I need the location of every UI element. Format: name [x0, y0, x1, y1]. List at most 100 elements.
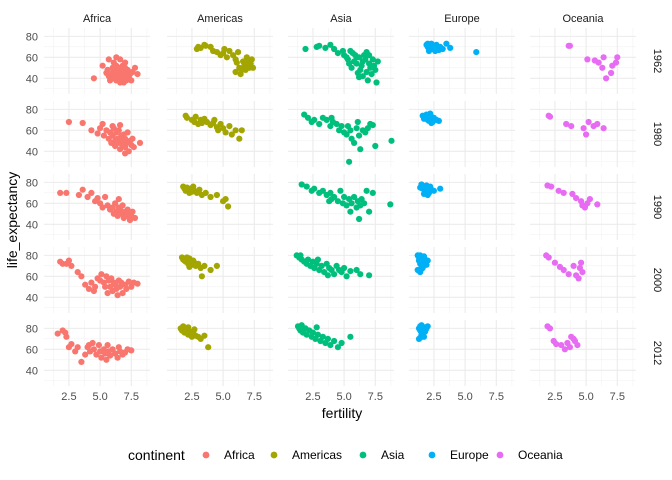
data-point	[304, 256, 312, 263]
data-point	[324, 272, 331, 279]
panel-grid	[44, 28, 636, 386]
data-point	[428, 40, 435, 47]
data-point	[420, 190, 428, 197]
data-point	[85, 285, 92, 292]
data-point	[586, 196, 594, 203]
legend-label: Americas	[292, 448, 342, 462]
column-strip-label: Americas	[197, 13, 243, 25]
x-tick-label: 5.0	[92, 391, 107, 403]
data-point	[568, 123, 575, 130]
panel-africa-1980	[44, 101, 150, 167]
data-point	[560, 189, 567, 196]
y-tick-label: 40	[26, 292, 38, 304]
data-point	[115, 196, 122, 203]
panel-europe-2000	[409, 247, 515, 313]
data-point	[57, 189, 64, 196]
row-strip-label: 1980	[651, 122, 663, 146]
data-point	[222, 196, 229, 203]
data-point	[129, 208, 136, 215]
legend-item-africa: Africa	[202, 448, 255, 462]
data-point	[128, 77, 135, 84]
legend-label: Oceania	[518, 448, 563, 462]
data-point	[351, 193, 358, 201]
data-point	[72, 348, 79, 355]
data-point	[327, 41, 334, 48]
data-point	[337, 187, 344, 194]
data-point	[346, 60, 353, 67]
data-point	[351, 139, 358, 146]
data-point	[548, 183, 555, 190]
data-point	[104, 342, 111, 349]
row-strip-label: 1990	[651, 195, 663, 219]
data-point	[425, 117, 433, 124]
data-point	[322, 44, 329, 52]
data-point	[298, 322, 305, 329]
data-point	[612, 59, 620, 66]
legend-key	[202, 451, 210, 459]
data-point	[123, 285, 130, 292]
data-point	[75, 191, 82, 199]
data-point	[366, 272, 373, 279]
data-point	[334, 50, 341, 57]
data-point	[347, 208, 354, 215]
data-point	[418, 265, 425, 273]
data-point	[211, 116, 218, 123]
data-point	[369, 56, 376, 63]
data-point	[119, 202, 126, 209]
data-point	[303, 183, 310, 190]
data-point	[357, 146, 364, 153]
data-point	[90, 75, 97, 82]
panel-americas-1980	[167, 101, 273, 167]
data-point	[243, 54, 250, 61]
data-point	[222, 129, 229, 136]
data-point	[94, 195, 101, 202]
data-point	[130, 144, 137, 151]
data-point	[63, 333, 70, 340]
y-tick-label: 40	[26, 219, 38, 231]
data-point	[387, 201, 394, 208]
data-point	[338, 123, 345, 130]
data-point	[338, 339, 345, 347]
panel-americas-2012	[167, 320, 273, 386]
y-tick-label: 60	[26, 125, 38, 137]
data-point	[578, 259, 585, 266]
legend-item-oceania: Oceania	[496, 448, 563, 462]
data-point	[122, 150, 129, 157]
data-point	[122, 59, 129, 66]
data-point	[313, 324, 320, 331]
data-point	[196, 186, 203, 193]
data-point	[353, 125, 360, 132]
data-point	[553, 341, 560, 348]
data-point	[102, 193, 109, 201]
data-point	[134, 71, 141, 78]
data-point	[417, 334, 424, 341]
data-point	[369, 189, 376, 196]
y-tick-label: 60	[26, 198, 38, 210]
data-point	[420, 115, 428, 122]
data-point	[90, 346, 97, 353]
data-point	[328, 114, 335, 121]
data-point	[225, 203, 232, 210]
panel-americas-2000	[167, 247, 273, 313]
legend-item-europe: Europe	[428, 448, 489, 462]
data-point	[563, 120, 570, 128]
data-point	[570, 262, 577, 269]
data-point	[326, 198, 333, 205]
data-point	[435, 117, 442, 124]
panel-africa-1990	[44, 174, 150, 240]
data-point	[356, 215, 363, 223]
x-tick-label: 5.0	[336, 391, 351, 403]
data-point	[569, 190, 576, 197]
data-point	[361, 200, 368, 207]
data-point	[331, 337, 338, 345]
panel-asia-1980	[288, 101, 395, 167]
data-point	[424, 323, 431, 330]
data-point	[354, 118, 361, 126]
data-point	[347, 333, 354, 340]
data-point	[191, 326, 198, 333]
data-point	[555, 187, 562, 194]
data-point	[346, 158, 353, 165]
data-point	[603, 75, 610, 82]
data-point	[94, 130, 101, 137]
y-tick-label: 60	[26, 271, 38, 283]
